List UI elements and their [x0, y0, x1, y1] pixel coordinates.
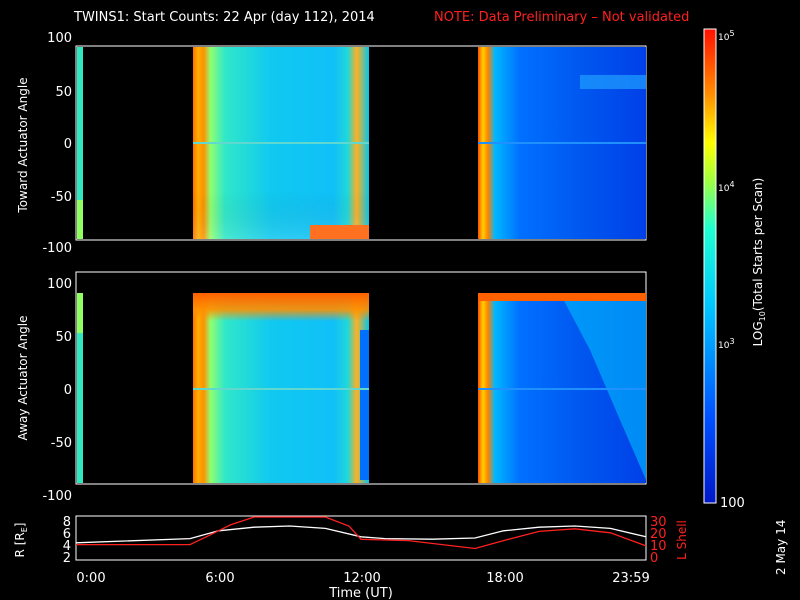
series-radius-line	[75, 525, 647, 544]
chart-title: TWINS1: Start Counts: 22 Apr (day 112), …	[73, 10, 375, 25]
cb-tick-base-3: 10	[718, 341, 730, 351]
ytick-toward-m50: -50	[51, 190, 72, 205]
ytick-away-m100: -100	[42, 489, 72, 504]
ytick-r-2: 2	[63, 551, 71, 566]
ytick-toward-100: 100	[47, 31, 72, 46]
heat-hot-toward-1	[310, 225, 369, 239]
panel-toward: 100 50 0 -50 -100 Toward Actuator Angle	[16, 31, 647, 256]
ytick-l-30: 30	[650, 515, 667, 530]
heat-top-away-1	[193, 293, 369, 321]
heat-block-toward-0	[77, 47, 83, 239]
colorbar-tick-1e4: 104	[718, 180, 735, 194]
xtick-0600: 6:00	[205, 571, 234, 586]
heat-block-away-0b	[77, 293, 83, 333]
ytick-away-50: 50	[55, 330, 72, 345]
xticks: 0:00 6:00 12:00 18:00 23:59	[76, 571, 649, 586]
xtick-1200: 12:00	[343, 571, 380, 586]
cb-label-rest: (Total Starts per Scan)	[751, 178, 765, 312]
yticks-orbit-left: 8 6 4 2	[63, 515, 71, 566]
heat-edge-away-1	[360, 330, 369, 480]
colorbar-tick-100: 100	[720, 496, 745, 511]
date-stamp: 2 May 14	[774, 520, 788, 575]
cb-tick-exp-3: 3	[729, 337, 734, 346]
heat-block-toward-0b	[77, 200, 83, 239]
xtick-1800: 18:00	[486, 571, 523, 586]
ylabel-r-sub: E	[20, 527, 29, 532]
colorbar: 105 104 103 100 LOG10(Total Starts per S…	[703, 28, 767, 511]
heat-block-away-0	[77, 293, 83, 483]
ytick-toward-0: 0	[64, 137, 72, 152]
heat-top-away-2	[478, 293, 646, 301]
cb-tick-base-4: 10	[718, 184, 730, 194]
ytick-r-8: 8	[63, 515, 71, 530]
heat-wedge-away-2	[560, 293, 646, 480]
ylabel-r-close: ]	[13, 523, 27, 528]
yticks-orbit-right: 30 20 10 0	[650, 515, 667, 566]
xlabel-time: Time (UT)	[328, 586, 393, 600]
ylabel-away: Away Actuator Angle	[16, 315, 30, 440]
colorbar-tick-1e3: 103	[718, 337, 735, 351]
cb-label-main: LOG	[751, 321, 765, 346]
yticks-toward: 100 50 0 -50 -100	[42, 31, 72, 256]
cb-tick-base-5: 10	[718, 33, 730, 43]
ytick-away-m50: -50	[51, 436, 72, 451]
colorbar-label: LOG10(Total Starts per Scan)	[751, 178, 767, 347]
colorbar-gradient	[703, 28, 717, 504]
ytick-r-4: 4	[63, 539, 71, 554]
ylabel-r-main: R [R	[13, 532, 27, 557]
xtick-2359: 23:59	[612, 571, 649, 586]
ylabel-toward: Toward Actuator Angle	[16, 77, 30, 213]
ytick-l-20: 20	[650, 527, 667, 542]
ytick-away-0: 0	[64, 383, 72, 398]
cb-tick-exp-5: 5	[729, 29, 734, 38]
ytick-l-10: 10	[650, 539, 667, 554]
heat-band-toward-2	[580, 75, 646, 89]
preliminary-note: NOTE: Data Preliminary – Not validated	[434, 10, 689, 25]
orbit-lines	[75, 516, 647, 550]
ylabel-r: R [RE]	[13, 523, 29, 558]
xtick-0000: 0:00	[76, 571, 105, 586]
colorbar-tick-1e5: 105	[718, 29, 735, 43]
ytick-l-0: 0	[650, 551, 658, 566]
ytick-r-6: 6	[63, 527, 71, 542]
cb-tick-exp-4: 4	[729, 180, 734, 189]
panel-orbit-frame	[75, 515, 647, 561]
panel-away: 100 50 0 -50 -100 Away Actuator Angle	[16, 271, 647, 504]
ytick-toward-m100: -100	[42, 241, 72, 256]
panel-orbit: 8 6 4 2 R [RE] 30 20 10 0 L Shell 0:00 6…	[13, 515, 689, 600]
ytick-away-100: 100	[47, 277, 72, 292]
ytick-toward-50: 50	[55, 85, 72, 100]
series-lshell-line	[76, 516, 647, 550]
cb-label-sub: 10	[758, 311, 767, 321]
ylabel-lshell: L Shell	[675, 520, 689, 560]
yticks-away: 100 50 0 -50 -100	[42, 277, 72, 504]
